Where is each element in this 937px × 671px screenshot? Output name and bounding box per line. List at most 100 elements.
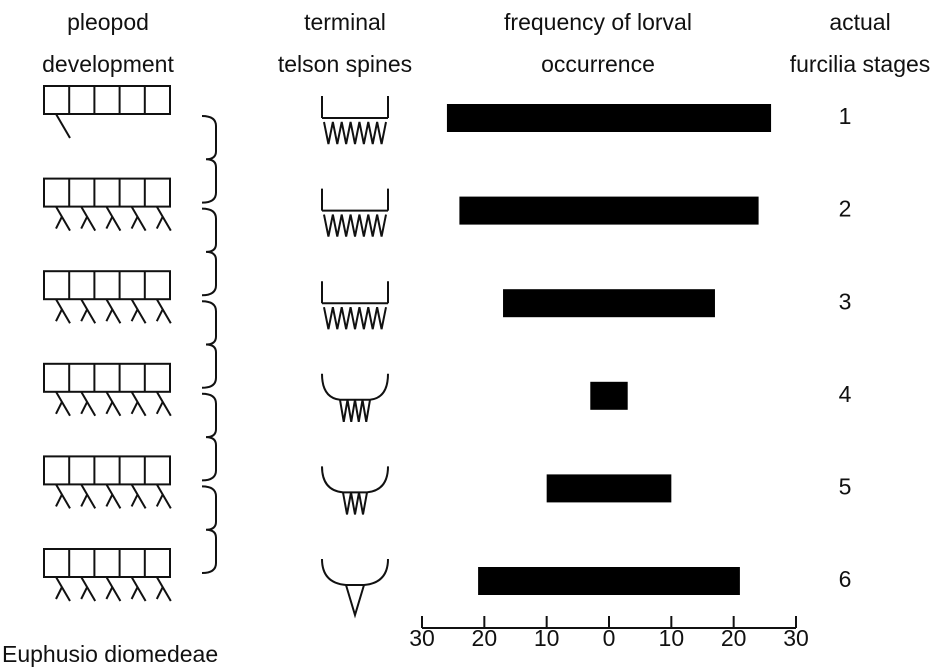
pleopod-branch bbox=[55, 216, 63, 230]
pleopod-leg bbox=[105, 391, 122, 417]
pleopod-leg bbox=[80, 391, 97, 417]
column-header: frequency of lorval bbox=[504, 9, 692, 35]
pleopod-leg bbox=[55, 206, 71, 232]
brace bbox=[201, 115, 217, 204]
pleopod-body bbox=[43, 548, 171, 578]
x-tick-label: 30 bbox=[409, 625, 435, 651]
pleopod-leg bbox=[155, 576, 172, 602]
stage-label: 1 bbox=[839, 103, 852, 129]
pleopod-leg bbox=[105, 298, 122, 324]
pleopod-branch bbox=[155, 493, 164, 507]
pleopod-leg bbox=[80, 576, 97, 602]
bar bbox=[503, 289, 715, 318]
pleopod-leg bbox=[130, 206, 147, 232]
pleopod-leg bbox=[80, 206, 97, 232]
pleopod-branch bbox=[105, 401, 114, 415]
caption: Euphusio diomedeae bbox=[2, 641, 218, 667]
pleopod-body bbox=[43, 177, 171, 208]
x-tick-label: 10 bbox=[534, 625, 560, 651]
pleopod-branch bbox=[55, 493, 63, 507]
column-header: telson spines bbox=[278, 51, 412, 77]
x-tick-label: 20 bbox=[721, 625, 747, 651]
pleopod-body bbox=[43, 362, 171, 393]
telson-spines bbox=[342, 492, 368, 515]
pleopod-branch bbox=[130, 308, 139, 322]
telson-outline bbox=[321, 558, 389, 586]
telson-outline bbox=[321, 373, 389, 401]
telson-outline bbox=[321, 466, 389, 494]
pleopod-branch bbox=[155, 216, 164, 230]
pleopod-branch bbox=[80, 493, 89, 507]
pleopod-branch bbox=[80, 401, 89, 415]
stage-label: 4 bbox=[839, 381, 852, 407]
pleopod-leg bbox=[155, 483, 172, 509]
telson-spines bbox=[323, 307, 387, 330]
pleopod-branch bbox=[105, 216, 114, 230]
telson-spines bbox=[323, 214, 387, 237]
pleopod-leg bbox=[55, 391, 71, 417]
column-header: pleopod bbox=[67, 9, 149, 35]
bar bbox=[478, 567, 740, 595]
column-header: occurrence bbox=[541, 51, 655, 77]
pleopod-leg bbox=[105, 576, 122, 602]
pleopod-leg bbox=[130, 391, 147, 417]
pleopod-leg bbox=[130, 483, 147, 509]
column-header: terminal bbox=[304, 9, 386, 35]
column-header: actual bbox=[829, 9, 890, 35]
pleopod-body bbox=[43, 455, 171, 486]
pleopod-branch bbox=[105, 586, 114, 600]
pleopod-leg bbox=[105, 206, 122, 232]
stage-label: 6 bbox=[839, 566, 852, 592]
pleopod-leg bbox=[55, 113, 71, 139]
pleopod-leg bbox=[155, 206, 172, 232]
pleopod-branch bbox=[155, 308, 164, 322]
pleopod-branch bbox=[55, 308, 63, 322]
bar bbox=[590, 381, 628, 410]
pleopod-leg bbox=[80, 298, 97, 324]
brace bbox=[201, 392, 217, 482]
pleopod-leg bbox=[155, 298, 172, 324]
bar bbox=[459, 196, 759, 225]
bar bbox=[546, 474, 672, 503]
pleopod-branch bbox=[55, 401, 63, 415]
pleopod-branch bbox=[55, 586, 63, 600]
pleopod-branch bbox=[80, 308, 89, 322]
stage-label: 5 bbox=[839, 473, 852, 499]
pleopod-branch bbox=[80, 216, 89, 230]
brace bbox=[201, 207, 217, 297]
pleopod-branch bbox=[80, 586, 89, 600]
column-header: furcilia stages bbox=[790, 51, 931, 77]
bar bbox=[446, 104, 772, 132]
telson-spines bbox=[339, 399, 371, 422]
pleopod-leg bbox=[55, 298, 71, 324]
x-tick-label: 20 bbox=[472, 625, 498, 651]
pleopod-leg bbox=[105, 483, 122, 509]
pleopod-leg bbox=[80, 483, 97, 509]
pleopod-branch bbox=[130, 401, 139, 415]
pleopod-leg bbox=[55, 483, 71, 509]
pleopod-leg bbox=[130, 576, 147, 602]
pleopod-leg bbox=[155, 391, 172, 417]
x-tick-label: 10 bbox=[659, 625, 685, 651]
pleopod-body bbox=[43, 85, 171, 115]
telson-outline bbox=[321, 188, 389, 212]
x-tick-label: 30 bbox=[783, 625, 809, 651]
pleopod-branch bbox=[105, 493, 114, 507]
stage-label: 3 bbox=[839, 288, 852, 314]
telson-outline bbox=[321, 96, 389, 119]
brace bbox=[201, 300, 217, 389]
pleopod-leg bbox=[130, 298, 147, 324]
pleopod-body bbox=[43, 270, 171, 301]
brace bbox=[201, 485, 217, 574]
pleopod-branch bbox=[130, 216, 139, 230]
x-tick-label: 0 bbox=[603, 625, 616, 651]
column-header: development bbox=[42, 51, 174, 77]
pleopod-branch bbox=[155, 401, 164, 415]
pleopod-branch bbox=[130, 493, 139, 507]
telson-outline bbox=[321, 281, 389, 305]
pleopod-branch bbox=[155, 586, 164, 600]
telson-spines bbox=[345, 584, 365, 619]
telson-spines bbox=[323, 121, 387, 145]
pleopod-leg bbox=[55, 576, 71, 602]
